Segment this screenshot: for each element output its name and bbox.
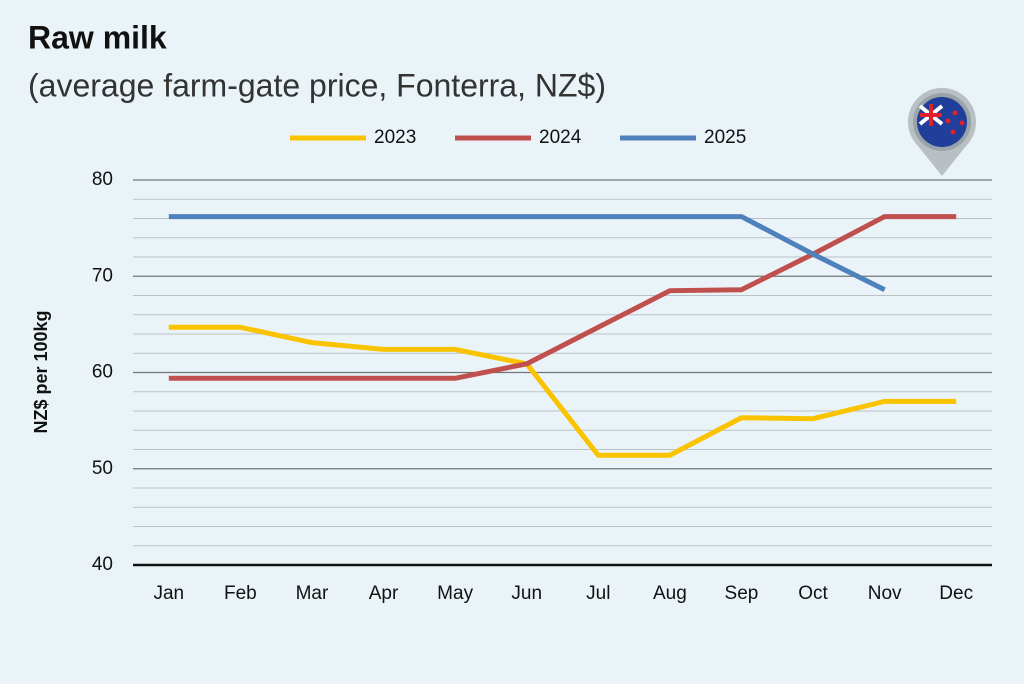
grid: 40 50 60 70 80 Jan Feb Mar Apr May Jun Jul Aug Sep Oct… <box>92 169 992 604</box>
y-tick-label: 40 <box>92 554 113 575</box>
series-line <box>168 214 957 381</box>
legend: 2023 2024 2025 <box>290 127 746 148</box>
x-tick-label: Jun <box>511 583 542 604</box>
x-tick-label: Aug <box>653 583 687 604</box>
y-axis-label: NZ$ per 100kg <box>31 310 51 433</box>
chart-title: Raw milk <box>28 19 167 55</box>
y-tick-label: 50 <box>92 458 113 479</box>
x-tick-label: Apr <box>369 583 399 604</box>
x-tick-label: Oct <box>798 583 828 604</box>
x-tick-label: Feb <box>224 583 257 604</box>
y-tick-label: 80 <box>92 169 113 190</box>
x-tick-label: Dec <box>939 583 973 604</box>
legend-label: 2025 <box>704 127 746 148</box>
plot <box>168 214 957 458</box>
x-tick-label: Nov <box>868 583 902 604</box>
flag-icon <box>908 87 977 176</box>
x-tick-label: May <box>437 583 473 604</box>
y-tick-label: 70 <box>92 265 113 286</box>
series-line <box>168 214 886 292</box>
x-tick-label: Jul <box>586 583 610 604</box>
legend-label: 2024 <box>539 127 582 148</box>
series-line <box>168 324 957 458</box>
y-tick-label: 60 <box>92 362 113 383</box>
chart-subtitle: (average farm-gate price, Fonterra, NZ$) <box>28 67 606 103</box>
x-tick-label: Jan <box>153 583 184 604</box>
legend-label: 2023 <box>374 127 416 148</box>
x-tick-label: Sep <box>725 583 759 604</box>
x-tick-label: Mar <box>296 583 329 604</box>
